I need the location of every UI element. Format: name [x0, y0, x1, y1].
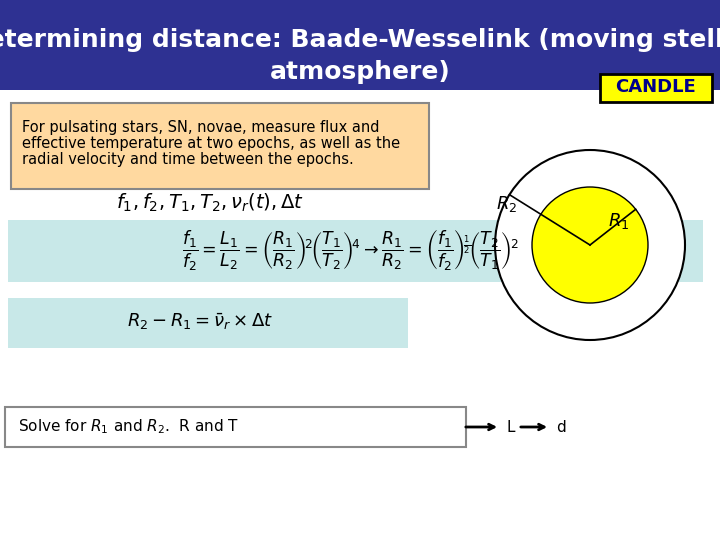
- Text: Determining distance: Baade-Wesselink (moving stellar: Determining distance: Baade-Wesselink (m…: [0, 28, 720, 52]
- Text: radial velocity and time between the epochs.: radial velocity and time between the epo…: [22, 152, 354, 167]
- Text: Solve for $R_1$ and $R_2$.  R and T: Solve for $R_1$ and $R_2$. R and T: [18, 417, 239, 436]
- Bar: [8, 298, 408, 348]
- Text: $R_1$: $R_1$: [608, 211, 630, 231]
- FancyBboxPatch shape: [11, 103, 429, 189]
- Bar: [0, 0, 720, 90]
- Circle shape: [495, 150, 685, 340]
- Text: atmosphere): atmosphere): [269, 60, 451, 84]
- FancyBboxPatch shape: [5, 407, 466, 447]
- Text: For pulsating stars, SN, novae, measure flux and: For pulsating stars, SN, novae, measure …: [22, 120, 379, 135]
- Circle shape: [532, 187, 648, 303]
- Text: d: d: [556, 420, 566, 435]
- Bar: [600, 74, 712, 102]
- Text: CANDLE: CANDLE: [616, 78, 696, 96]
- Text: $f_1, f_2, T_1, T_2, \nu_r(t), \Delta t$: $f_1, f_2, T_1, T_2, \nu_r(t), \Delta t$: [116, 192, 304, 214]
- Text: $R_2 - R_1 = \bar{\nu}_r \times \Delta t$: $R_2 - R_1 = \bar{\nu}_r \times \Delta t…: [127, 312, 273, 332]
- Text: $R_2$: $R_2$: [497, 194, 518, 214]
- Bar: [8, 220, 703, 282]
- Text: L: L: [506, 420, 515, 435]
- Text: $\dfrac{f_1}{f_2} = \dfrac{L_1}{L_2} = \left(\dfrac{R_1}{R_2}\right)^{\!2}\!\lef: $\dfrac{f_1}{f_2} = \dfrac{L_1}{L_2} = \…: [181, 227, 518, 273]
- Text: effective temperature at two epochs, as well as the: effective temperature at two epochs, as …: [22, 136, 400, 151]
